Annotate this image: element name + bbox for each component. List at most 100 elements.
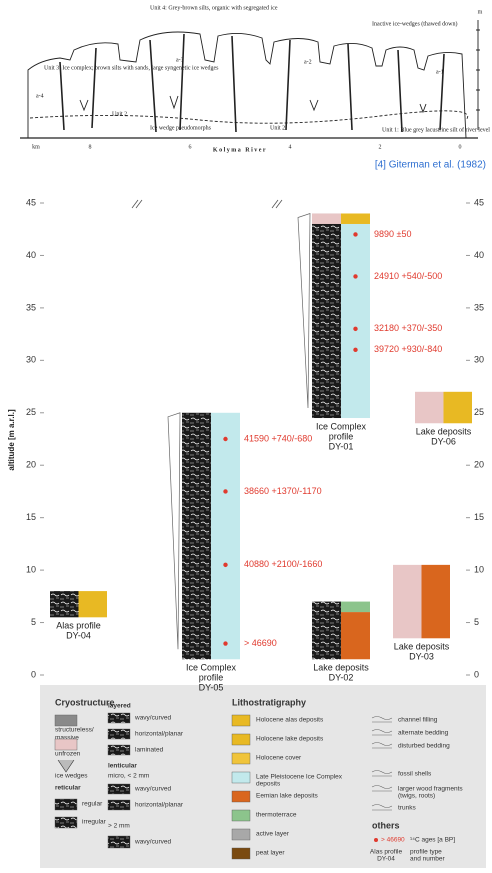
legend-label: horizontal/planar	[135, 731, 184, 738]
legend-label: ¹⁴C ages [a BP]	[410, 837, 455, 844]
legend-label: ice wedges	[55, 773, 88, 780]
age-dot	[353, 326, 358, 332]
age-label: 32180 +370/-350	[374, 323, 442, 333]
legend-swatch	[231, 809, 251, 822]
y-tick-label-right: 35	[474, 302, 484, 312]
age-dot	[353, 274, 358, 279]
legend-profile-example: Alas profile	[370, 849, 403, 856]
y-tick-label-right: 15	[474, 512, 484, 522]
legend-label: Holocene cover	[256, 755, 302, 762]
y-tick-label: 20	[26, 460, 36, 470]
legend-label: unfrozen	[55, 751, 81, 758]
cryostructure-column	[50, 591, 79, 618]
profile-label: Lake deposits	[416, 427, 472, 437]
legend-label: fossil shells	[398, 771, 432, 778]
age-label: > 46690	[244, 638, 277, 648]
sketch-label: a-2	[304, 59, 312, 65]
sketch-label: 8	[89, 144, 92, 150]
sketch-label: m	[478, 9, 483, 15]
legend-label: irregular	[82, 819, 107, 826]
lithology-layer	[443, 391, 472, 424]
legend-label: structureless/	[55, 727, 94, 734]
y-tick-label-right: 10	[474, 564, 484, 574]
legend-swatch	[54, 816, 78, 829]
legend-label: Holocene alas deposits	[256, 717, 324, 724]
legend-label: Late Pleistocene Ice Complex	[256, 774, 343, 781]
y-tick-label: 45	[26, 197, 36, 207]
y-tick-label-right: 40	[474, 250, 484, 260]
age-label: 41590 +740/-680	[244, 433, 312, 443]
sketch-label: 2	[379, 144, 382, 150]
ice-wedge	[297, 213, 311, 409]
sketch-label: Unit 1: Blue grey lacustrine silt of riv…	[382, 126, 490, 133]
legend-symbol	[371, 716, 393, 723]
profile-label: DY-05	[199, 683, 224, 693]
legend-label: Eemian lake deposits	[256, 793, 319, 800]
sketch-label: Unit 2	[270, 125, 285, 131]
sketch-label: Inactive ice-wedges (thawed down)	[372, 20, 457, 27]
sketch-label: Unit 2	[112, 111, 127, 117]
profile-label: DY-01	[329, 441, 354, 451]
legend-label: larger wood fragments	[398, 786, 463, 793]
cryostructure-column	[393, 564, 422, 639]
y-tick-label: 30	[26, 355, 36, 365]
age-dot	[223, 436, 228, 442]
profile-label: Ice Complex	[186, 663, 237, 673]
legend-swatch	[57, 759, 75, 773]
legend-label: profile type	[410, 849, 442, 856]
cryostructure-column	[182, 412, 211, 660]
sketch-label: Ice wedge pseudomorphs	[150, 125, 212, 131]
caption: [4] Giterman et al. (1982)	[375, 160, 486, 171]
legend-swatch	[107, 835, 131, 849]
sketch-label: a-3	[176, 57, 184, 63]
y-tick-label-right: 30	[474, 355, 484, 365]
legend-swatch	[231, 752, 251, 765]
legend-age-dot	[374, 838, 378, 842]
sketch-label: a-1	[436, 69, 444, 75]
sketch-label: 4	[289, 144, 292, 150]
profile-label: profile	[329, 431, 354, 441]
y-tick-label: 0	[31, 669, 36, 679]
legend-subheading: layered	[108, 703, 131, 710]
y-tick-label: 35	[26, 302, 36, 312]
age-dot	[223, 562, 228, 568]
legend-profile-example: DY-04	[377, 856, 395, 863]
legend-swatch	[231, 847, 251, 860]
profile-label: DY-03	[409, 652, 434, 662]
legend-symbol	[371, 770, 393, 777]
legend-label: regular	[82, 801, 103, 808]
legend-swatch	[231, 714, 251, 727]
y-tick-label-right: 25	[474, 407, 484, 417]
y-tick-label: 15	[26, 512, 36, 522]
age-label: 9890 ±50	[374, 229, 411, 239]
lithology-layer	[341, 213, 370, 224]
legend-swatch	[231, 771, 251, 784]
legend-label: channel filling	[398, 717, 438, 724]
profile-label: DY-06	[431, 437, 456, 447]
y-axis-label: altitude [m a.r.l.]	[7, 409, 16, 471]
legend-symbol	[371, 729, 393, 736]
age-dot	[223, 641, 228, 646]
profile-label: Alas profile	[56, 621, 101, 631]
age-dot	[353, 347, 358, 353]
legend-label: trunks	[398, 805, 416, 812]
age-label: 24910 +540/-500	[374, 271, 442, 281]
legend-age-example: > 46690	[381, 837, 405, 844]
sketch	[20, 20, 480, 139]
axis-breaks	[131, 199, 283, 209]
legend-symbol	[371, 742, 393, 749]
cryostructure-column	[312, 213, 341, 419]
ice-wedge	[167, 412, 181, 650]
age-label: 38660 +1370/-1170	[244, 486, 322, 496]
legend-heading: others	[372, 820, 400, 830]
legend-subheading: reticular	[55, 785, 81, 792]
legend-swatch	[107, 783, 131, 795]
legend-label: active layer	[256, 831, 290, 838]
lithology-layer	[78, 591, 107, 618]
legend-label: Holocene lake deposits	[256, 736, 324, 743]
lithology-layer	[341, 601, 370, 613]
profile-label: Lake deposits	[313, 663, 369, 673]
age-label: 40880 +2100/-1660	[244, 559, 322, 569]
legend-label: thermoterrace	[256, 812, 297, 819]
legend-swatch	[231, 790, 251, 803]
